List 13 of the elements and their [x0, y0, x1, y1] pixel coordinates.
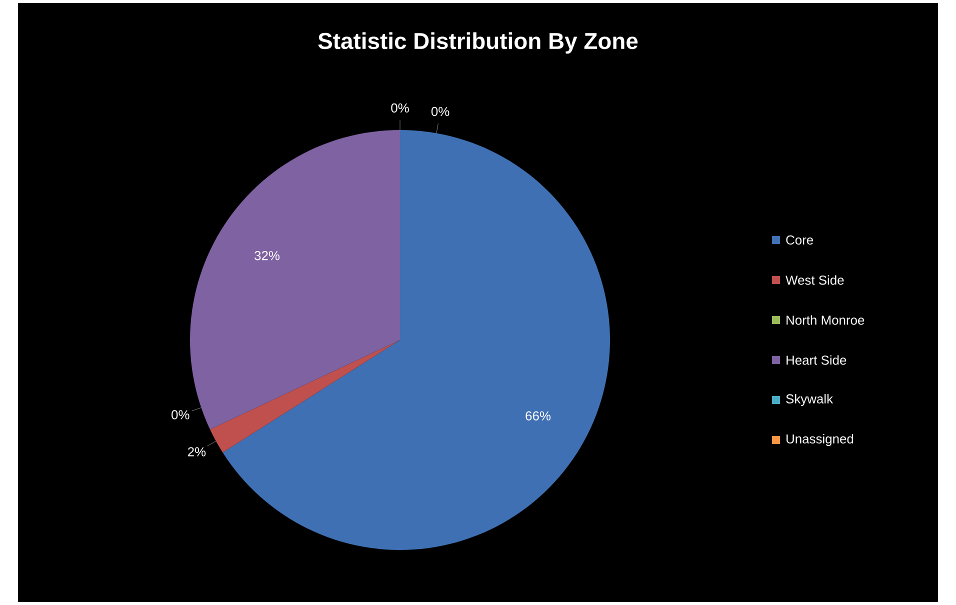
- legend-label: Heart Side: [786, 355, 846, 365]
- text: 0%: [172, 410, 190, 420]
- legend-label: Skywalk: [786, 394, 834, 406]
- legend-label: West Side: [786, 275, 844, 285]
- data-label: 2%: [188, 447, 206, 456]
- chart-title: Statistic Distribution By Zone: [318, 32, 638, 54]
- data-label: 32%: [254, 251, 280, 260]
- legend-label: Core: [786, 235, 814, 245]
- text: 0%: [431, 106, 450, 116]
- text: 0%: [391, 103, 409, 113]
- legend-label: North Monroe: [786, 315, 864, 325]
- legend-label: Unassigned: [786, 434, 854, 446]
- data-label: 66%: [526, 411, 551, 420]
